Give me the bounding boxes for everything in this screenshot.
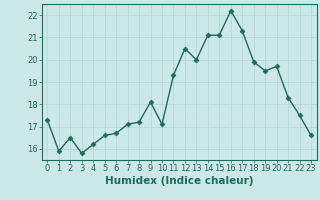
X-axis label: Humidex (Indice chaleur): Humidex (Indice chaleur) bbox=[105, 176, 253, 186]
